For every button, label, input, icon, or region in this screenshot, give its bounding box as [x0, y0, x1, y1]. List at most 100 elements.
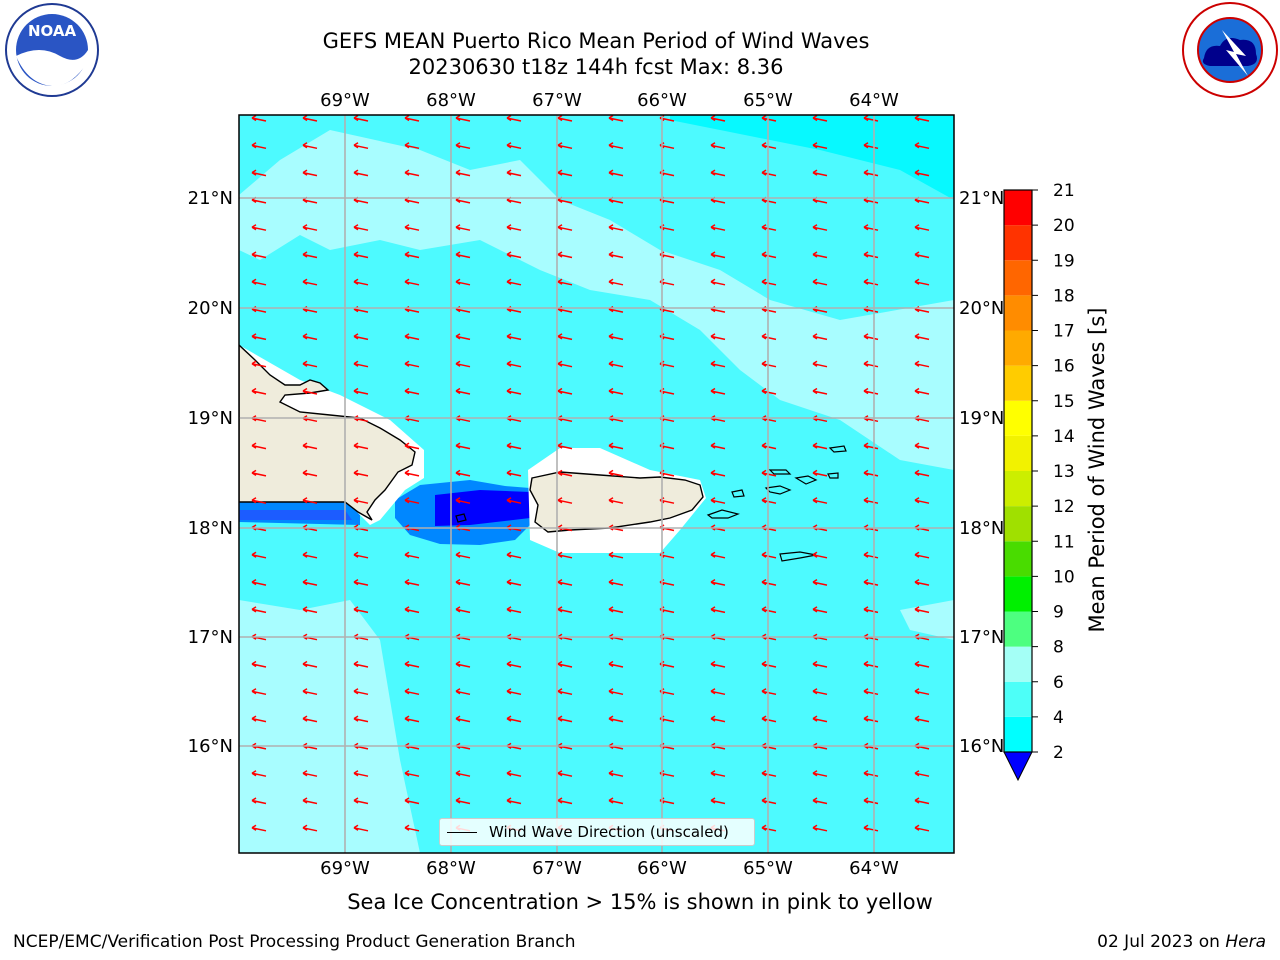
- wind-wave-arrow: [863, 715, 879, 723]
- wind-wave-arrow: [353, 469, 369, 477]
- colorbar-extend-triangle: [1003, 751, 1033, 782]
- wind-wave-arrow: [608, 251, 624, 259]
- wind-wave-arrow: [455, 660, 471, 668]
- wind-wave-arrow: [608, 578, 624, 586]
- wind-wave-arrow: [914, 660, 930, 668]
- wind-wave-arrow: [761, 824, 777, 832]
- lon-label-top: 69°W: [320, 90, 370, 111]
- wind-wave-arrow: [353, 387, 369, 395]
- wind-wave-arrow: [608, 387, 624, 395]
- wind-wave-arrow: [863, 497, 879, 504]
- wind-wave-arrow: [608, 142, 624, 150]
- wind-wave-arrow: [761, 142, 777, 150]
- wind-wave-arrow: [251, 715, 267, 723]
- lat-label-right: 16°N: [959, 736, 1004, 757]
- wind-wave-arrow: [710, 251, 726, 259]
- wind-wave-arrow: [914, 278, 930, 286]
- wind-wave-arrow: [353, 360, 369, 368]
- wind-wave-arrow: [455, 770, 471, 777]
- wind-wave-arrow: [455, 469, 471, 477]
- wind-wave-arrow: [710, 115, 726, 122]
- wind-wave-arrow: [761, 688, 777, 696]
- colorbar-band: [1004, 611, 1032, 647]
- wind-wave-arrow: [812, 333, 828, 341]
- wind-wave-arrow: [506, 333, 522, 341]
- wind-wave-arrow: [812, 578, 828, 586]
- wind-wave-arrow: [251, 115, 267, 122]
- wind-wave-arrow: [251, 770, 267, 777]
- wind-wave-arrow: [863, 578, 879, 586]
- wind-wave-arrow: [251, 251, 267, 259]
- wind-wave-arrow: [863, 169, 879, 177]
- colorbar-tick-label: 6: [1053, 673, 1064, 693]
- wind-wave-arrow: [404, 169, 420, 177]
- lon-label-top: 64°W: [849, 90, 899, 111]
- wind-wave-arrow: [710, 469, 726, 477]
- wind-wave-arrow: [812, 278, 828, 286]
- wind-wave-arrow: [557, 224, 573, 231]
- wind-wave-arrow: [608, 715, 624, 723]
- wind-wave-arrow: [404, 333, 420, 341]
- wind-wave-arrow: [608, 551, 624, 559]
- wind-wave-arrow: [302, 797, 318, 805]
- wind-wave-arrow: [608, 606, 624, 614]
- colorbar-band: [1004, 190, 1032, 226]
- wind-wave-arrow: [557, 797, 573, 805]
- wind-wave-arrow: [557, 497, 573, 504]
- wind-wave-arrow: [761, 469, 777, 477]
- wind-wave-arrow: [251, 688, 267, 696]
- wind-wave-arrow: [914, 770, 930, 777]
- wind-wave-arrow: [506, 278, 522, 286]
- wind-wave-arrow: [455, 333, 471, 341]
- wind-wave-arrow: [761, 660, 777, 668]
- wind-wave-arrow: [506, 251, 522, 259]
- colorbar-band: [1004, 435, 1032, 471]
- lat-label-left: 20°N: [188, 298, 233, 319]
- wind-wave-arrow: [353, 688, 369, 696]
- wind-wave-arrow: [914, 387, 930, 395]
- wind-wave-arrow: [353, 142, 369, 150]
- wind-wave-arrow: [404, 715, 420, 723]
- wind-wave-arrow: [302, 333, 318, 341]
- wind-wave-arrow: [404, 797, 420, 805]
- colorbar-tick-label: 9: [1053, 603, 1064, 623]
- wind-wave-arrow: [710, 278, 726, 286]
- colorbar-band: [1004, 716, 1032, 752]
- wind-wave-arrow: [914, 442, 930, 450]
- wind-wave-arrow: [914, 224, 930, 231]
- wind-wave-arrow: [506, 551, 522, 559]
- lat-label-left: 18°N: [188, 518, 233, 539]
- wind-wave-arrow: [863, 387, 879, 395]
- wind-wave-arrow: [812, 606, 828, 614]
- wind-wave-arrow: [251, 278, 267, 286]
- wind-wave-arrow: [455, 551, 471, 559]
- wind-wave-arrow: [557, 142, 573, 150]
- wind-wave-arrow: [710, 333, 726, 341]
- wind-wave-arrow: [506, 660, 522, 668]
- legend-label: Wind Wave Direction (unscaled): [489, 823, 729, 841]
- wind-wave-arrow: [455, 251, 471, 259]
- colorbar-tick-label: 15: [1053, 392, 1075, 412]
- wind-wave-arrow: [914, 333, 930, 341]
- wind-wave-arrow: [914, 688, 930, 696]
- wind-wave-arrow: [761, 169, 777, 177]
- wind-wave-arrow: [404, 115, 420, 122]
- wind-wave-arrow: [506, 770, 522, 777]
- wind-wave-arrow: [353, 442, 369, 450]
- wind-wave-arrow: [710, 606, 726, 614]
- wind-wave-arrow: [710, 688, 726, 696]
- wind-wave-arrow: [302, 660, 318, 668]
- colorbar-band: [1004, 365, 1032, 401]
- wind-wave-arrow: [812, 142, 828, 150]
- wind-wave-arrow: [302, 278, 318, 286]
- wind-wave-arrow: [404, 578, 420, 586]
- wind-wave-arrow: [251, 469, 267, 477]
- wind-wave-arrow: [557, 551, 573, 559]
- colorbar-tick-label: 14: [1053, 427, 1075, 447]
- wind-wave-arrow: [251, 442, 267, 450]
- wind-wave-arrow: [710, 224, 726, 231]
- wind-wave-arrow: [557, 606, 573, 614]
- wind-wave-arrow: [302, 360, 318, 368]
- wind-wave-arrow: [404, 688, 420, 696]
- wind-wave-arrow: [863, 224, 879, 231]
